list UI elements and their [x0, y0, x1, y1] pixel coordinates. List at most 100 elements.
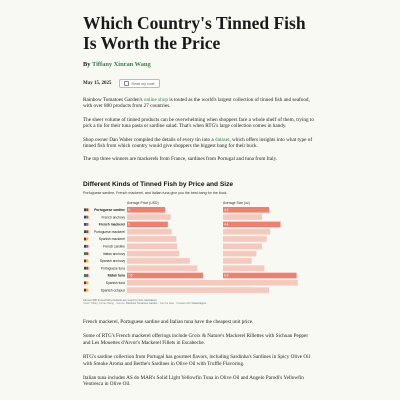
price-bar	[127, 265, 198, 271]
flag-icon	[84, 281, 87, 285]
flag-icon	[86, 252, 89, 255]
price-data-label: 7.5	[128, 274, 133, 278]
chart-credit: Chart: Tiffany Xinran Wang · Source: Rai…	[83, 302, 206, 305]
flag-icon	[84, 259, 87, 263]
price-data-label: 5	[128, 208, 130, 212]
category-label: Italian tuna	[108, 274, 126, 278]
chart-subtitle: Portuguese sardine, French mackerel, and…	[83, 191, 228, 195]
size-bar	[223, 214, 263, 220]
article-continued: French mackerel, Portuguese sardine and …	[83, 319, 315, 388]
paragraph-8: Italian tuna includes AS do MAR's Solid …	[83, 375, 304, 388]
byline: By Tiffany Xinran Wang	[83, 61, 315, 68]
credit-text: Chart: Tiffany Xinran Wang · Source:	[83, 302, 126, 305]
flag-icon	[84, 223, 87, 226]
price-bar	[127, 214, 171, 220]
price-bar	[127, 243, 178, 250]
paragraph-6: Some of RTG's French mackerel offerings …	[83, 333, 309, 346]
size-data-label: 6.9	[224, 274, 229, 278]
flag-icon	[86, 281, 89, 285]
category-label: Spanish mackerel	[99, 237, 125, 241]
price-bar	[127, 258, 190, 264]
flag-icon	[86, 208, 89, 212]
size-data-label: 4.4	[224, 223, 229, 227]
category-label: French mackerel	[99, 223, 125, 227]
size-bar	[223, 280, 298, 286]
size-bar	[223, 287, 269, 293]
price-bar	[127, 207, 165, 213]
flag-icon	[86, 288, 89, 292]
category-label: Spanish anchovy	[100, 259, 125, 263]
category-label: Portuguese sardine	[94, 208, 125, 212]
price-bar	[127, 221, 168, 228]
price-bar	[127, 228, 172, 235]
flag-icon	[84, 266, 87, 270]
flag-icon	[84, 244, 87, 248]
size-bar	[223, 221, 281, 228]
price-bar	[127, 287, 254, 293]
category-label: Spanish octopus	[101, 288, 126, 292]
paragraph-text: , which offers insights into what type o…	[83, 136, 313, 150]
category-label: French sardine	[103, 245, 125, 249]
credit-text: · Get the data · Created with	[158, 302, 191, 305]
size-bar	[223, 236, 267, 242]
category-label: Portuguese mackerel	[94, 230, 125, 234]
size-column-header: Average Size (oz)	[223, 201, 250, 205]
publish-date: May 15, 2025	[83, 81, 112, 86]
flag-icon	[84, 288, 87, 292]
flag-icon	[86, 244, 89, 248]
page-title: Which Country's Tinned Fish Is Worth the…	[83, 13, 306, 53]
flag-icon	[84, 208, 87, 212]
price-data-label: 5	[128, 223, 130, 227]
flag-icon	[84, 252, 87, 255]
size-data-label: 4.2	[224, 208, 229, 212]
paragraph-intro: Rainbow Tomatoes Garden's online shop is…	[83, 97, 315, 110]
flag-icon	[86, 223, 89, 226]
online-shop-link[interactable]: online shop	[143, 97, 168, 103]
flag-icon	[84, 274, 87, 277]
price-bar	[127, 272, 203, 279]
bar-chart: Average Price (USD) Average Size (oz) Po…	[84, 201, 298, 293]
flag-icon	[86, 259, 89, 263]
paragraph-text: is touted as the world's largest collect…	[83, 97, 310, 110]
price-column-header: Average Price (USD)	[127, 201, 159, 205]
byline-prefix: By	[83, 61, 91, 68]
chart-note: Almost 300 tinned fish products are used…	[83, 298, 158, 302]
flag-icon	[84, 230, 87, 234]
source-link[interactable]: Rainbow Tomatoes Garden	[125, 302, 158, 305]
size-bar	[223, 272, 297, 279]
size-bar	[223, 265, 265, 271]
read-code-button[interactable]: Read my code	[119, 79, 160, 88]
price-bar	[127, 280, 250, 286]
paragraph-5: French mackerel, Portuguese sardine and …	[83, 319, 254, 325]
price-bar	[127, 236, 177, 242]
flag-icon	[84, 237, 87, 241]
chart-block: Different Kinds of Tinned Fish by Price …	[83, 181, 315, 312]
price-bar	[127, 250, 180, 257]
size-bar	[223, 243, 263, 250]
flag-icon	[84, 215, 87, 219]
paragraph-2: The sheer volume of tinned products can …	[83, 116, 314, 130]
code-icon	[124, 81, 130, 86]
category-label: Portuguese tuna	[101, 266, 125, 270]
paragraph-3: Shop owner Dan Waber compiled the detail…	[83, 137, 315, 150]
flag-icon	[86, 237, 89, 241]
paragraph-4: The top three winners are mackerels from…	[83, 156, 278, 163]
read-code-label: Read my code	[131, 81, 155, 86]
author-link[interactable]: Tiffany Xinran Wang	[91, 61, 151, 68]
datawrapper-link[interactable]: Datawrapper	[191, 302, 207, 305]
size-bar	[223, 258, 252, 264]
category-label: Spanish tuna	[106, 281, 125, 285]
category-label: Italian anchovy	[103, 252, 125, 256]
flag-icon	[86, 274, 89, 277]
flag-icon	[86, 230, 89, 234]
size-bar	[223, 207, 269, 213]
size-bar	[223, 228, 271, 235]
dataset-link[interactable]: dataset	[215, 136, 230, 143]
size-bar	[223, 250, 257, 257]
article: Which Country's Tinned Fish Is Worth the…	[83, 0, 315, 163]
flag-icon	[86, 266, 89, 270]
article-meta: May 15, 2025 Read my code	[83, 79, 315, 88]
flag-icon	[86, 215, 89, 219]
chart-title: Different Kinds of Tinned Fish by Price …	[83, 181, 234, 188]
category-label: French anchovy	[102, 215, 126, 219]
